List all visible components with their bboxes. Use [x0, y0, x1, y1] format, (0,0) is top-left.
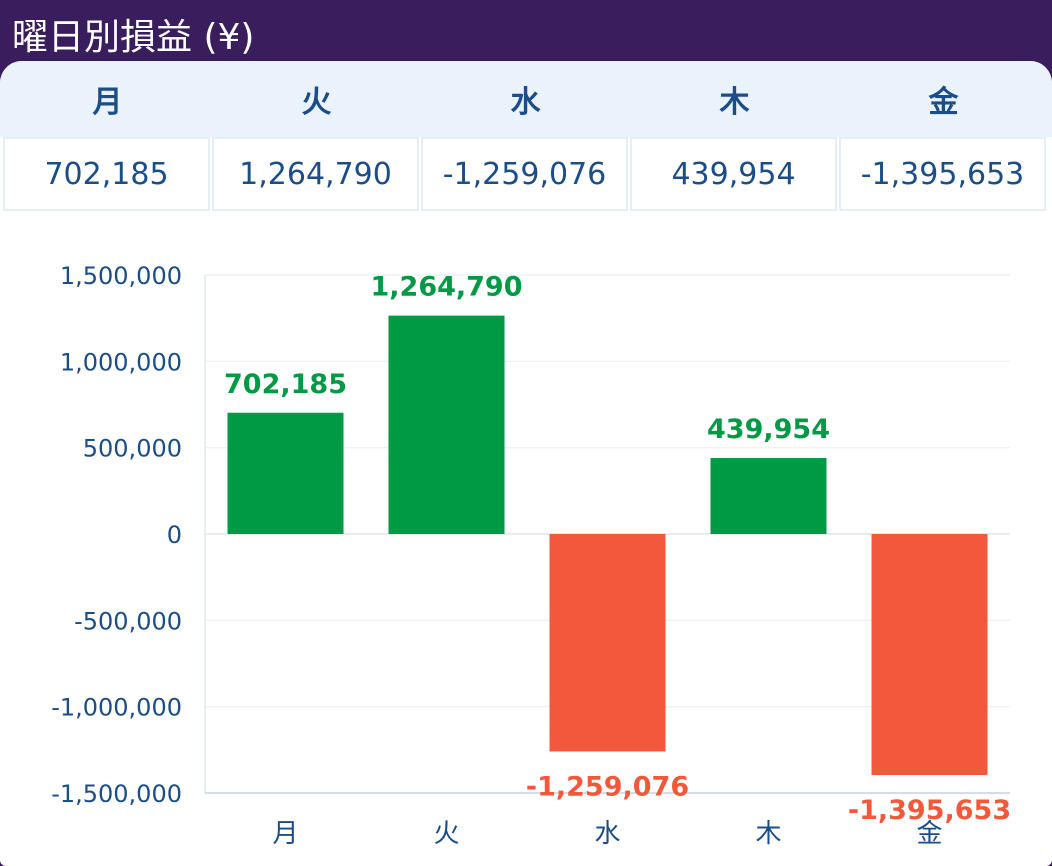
bar [549, 534, 666, 752]
header-cell-wed: 水 [510, 85, 541, 120]
y-tick-label: -500,000 [74, 607, 182, 635]
header-cell-mon: 月 [92, 85, 123, 120]
y-tick-label: 1,000,000 [60, 348, 182, 376]
header-cell-thu: 木 [719, 85, 750, 120]
header-cell-fri: 金 [928, 85, 959, 120]
table-value-row: 702,185 1,264,790 -1,259,076 439,954 -1,… [0, 137, 1052, 215]
y-tick-label: 1,500,000 [60, 262, 182, 290]
data-label: 702,185 [224, 369, 347, 400]
x-tick-label: 火 [433, 819, 459, 849]
value-cell-wed: -1,259,076 [421, 137, 628, 211]
y-tick-label: 0 [167, 521, 182, 549]
value-cell-fri: -1,395,653 [839, 137, 1046, 211]
data-label: -1,395,653 [848, 795, 1011, 826]
y-tick-label: -1,000,000 [51, 694, 182, 722]
header-cell-tue: 火 [301, 85, 332, 120]
bar [871, 534, 988, 775]
bar [710, 458, 827, 534]
x-tick-label: 金 [916, 819, 942, 849]
x-tick-label: 木 [755, 819, 781, 849]
value-cell-mon: 702,185 [3, 137, 210, 211]
table-header-row: 月 火 水 木 金 [0, 61, 1052, 137]
y-tick-label: -1,500,000 [51, 780, 182, 808]
bar [388, 315, 505, 534]
value-cell-tue: 1,264,790 [212, 137, 419, 211]
data-label: 439,954 [707, 414, 830, 445]
data-label: -1,259,076 [526, 771, 689, 802]
page-title: 曜日別損益 (¥) [12, 17, 255, 58]
value-cell-thu: 439,954 [630, 137, 837, 211]
data-label: 1,264,790 [370, 272, 522, 303]
y-tick-label: 500,000 [83, 435, 182, 463]
bar [227, 412, 344, 534]
x-tick-label: 水 [594, 819, 620, 849]
x-tick-label: 月 [272, 819, 298, 849]
